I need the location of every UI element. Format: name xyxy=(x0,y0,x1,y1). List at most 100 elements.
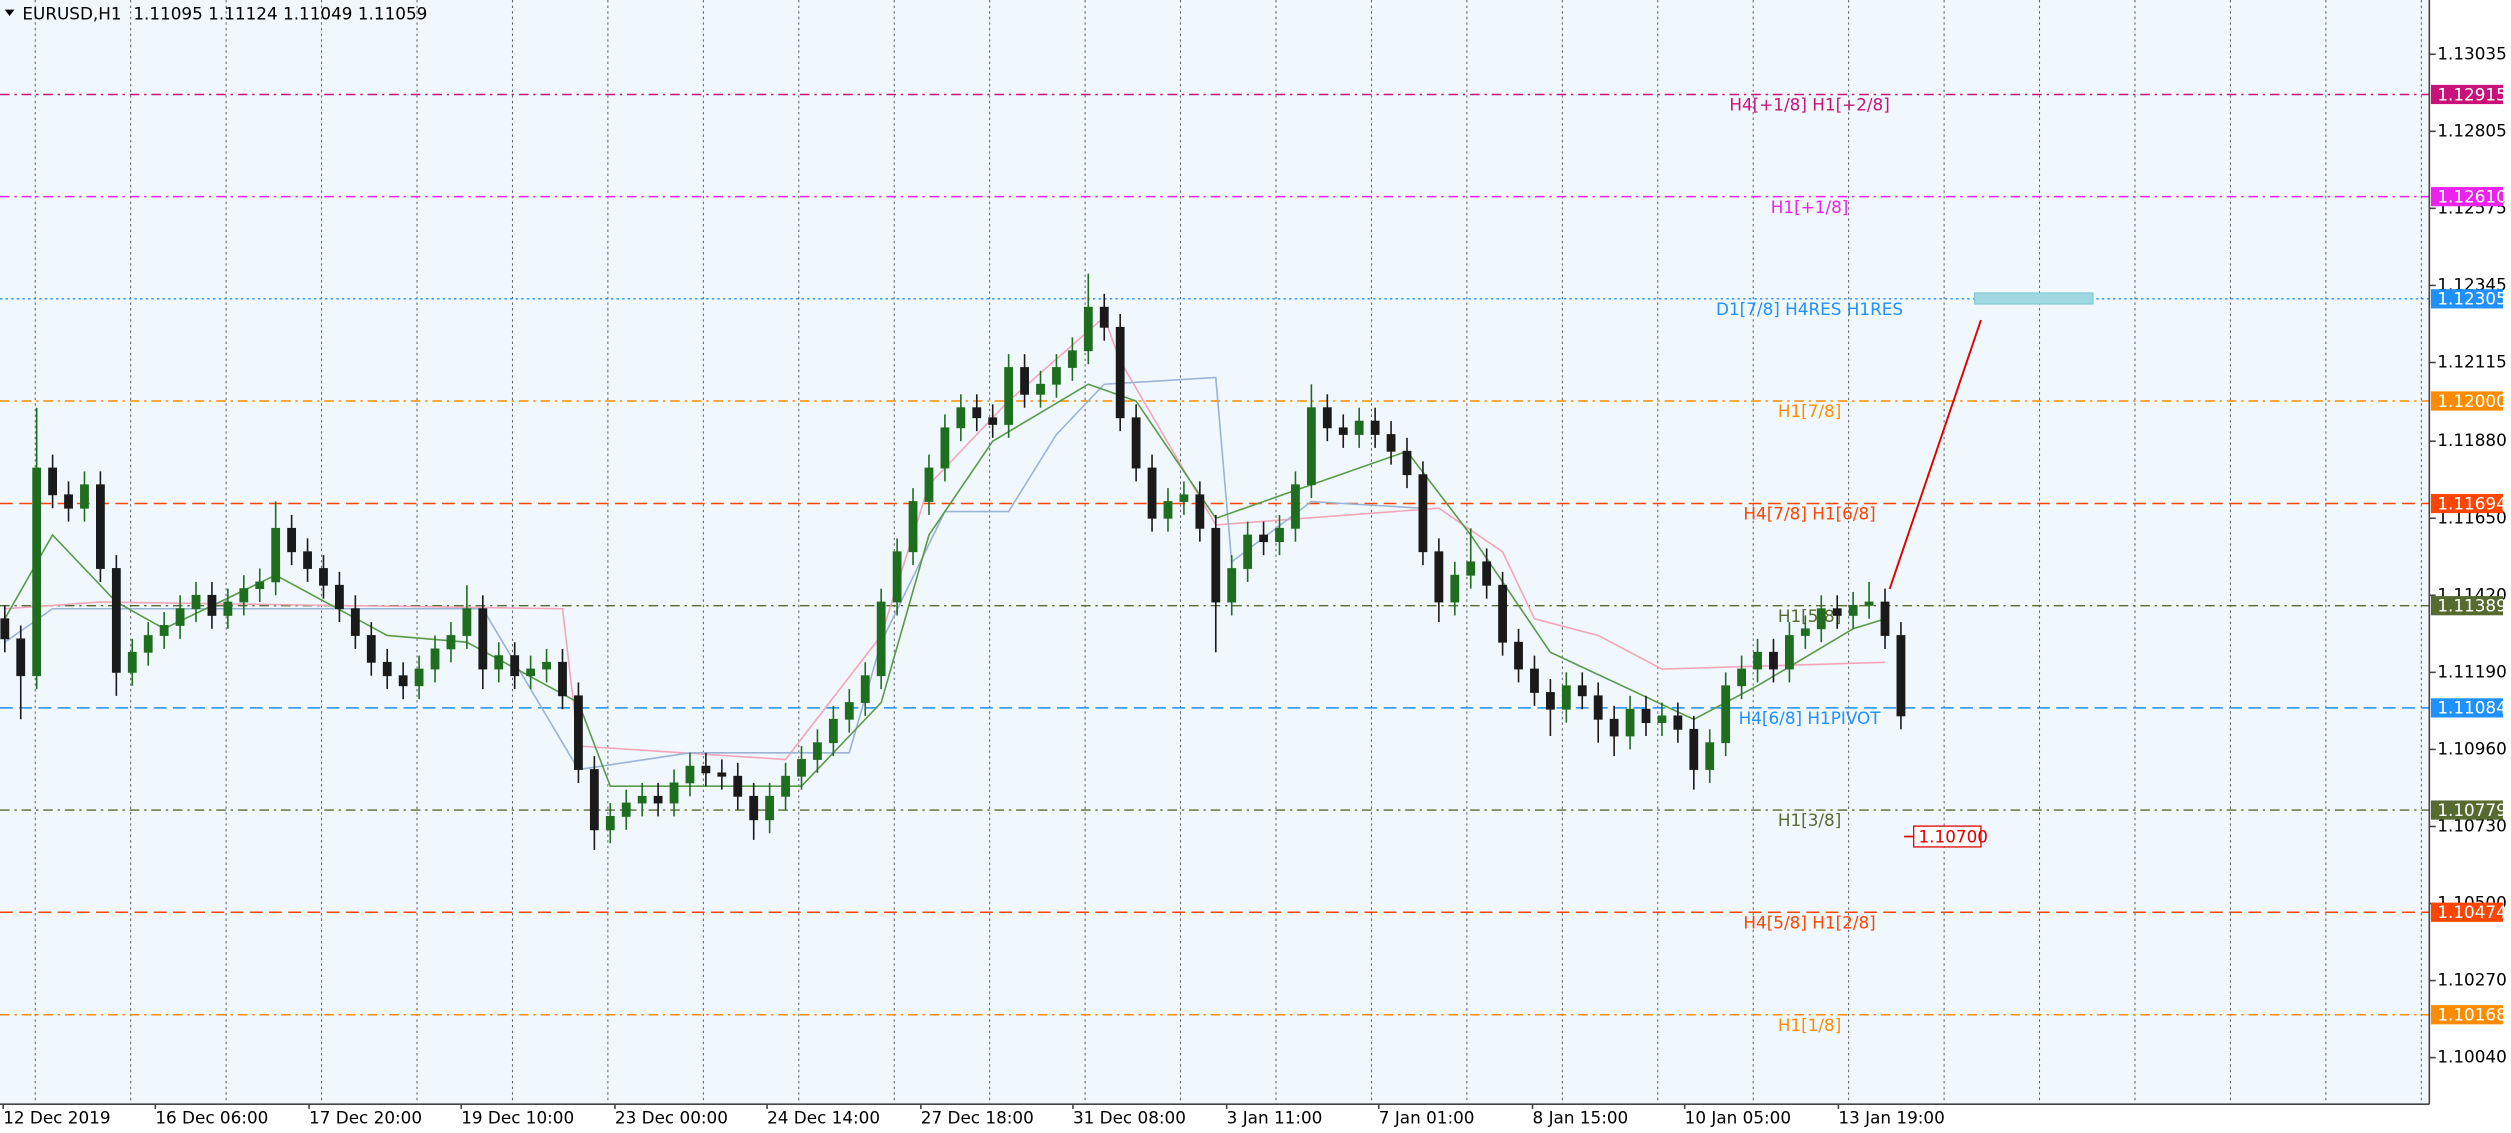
price-box-label: 1.10779 xyxy=(2437,800,2506,820)
price-box-label: 1.12915 xyxy=(2437,84,2506,104)
x-tick-label: 8 Jan 15:00 xyxy=(1533,1108,1629,1128)
header: EURUSD,H1 1.11095 1.11124 1.11049 1.1105… xyxy=(22,3,427,23)
current-price-box xyxy=(1913,825,1982,848)
candle-body xyxy=(1418,474,1428,553)
price-box xyxy=(2430,800,2503,820)
price-box-label: 1.11084 xyxy=(2437,698,2506,718)
candle-body xyxy=(207,594,217,616)
candle-body xyxy=(255,581,265,590)
price-box xyxy=(2430,902,2503,922)
candle-body xyxy=(80,484,89,509)
candle-body xyxy=(1657,715,1667,724)
candle-body xyxy=(860,675,870,703)
candle-body xyxy=(1386,434,1396,452)
level-label: H4[7/8] H1[6/8] xyxy=(1743,504,1875,524)
candle-body xyxy=(271,527,281,583)
candle-body xyxy=(924,467,934,502)
y-tick-label: 1.10960 xyxy=(2437,738,2506,758)
candle-body xyxy=(32,467,42,677)
candle-body xyxy=(813,742,822,760)
candle-body xyxy=(1498,584,1508,643)
candle-body xyxy=(1880,601,1890,636)
candle-body xyxy=(701,765,711,774)
candle-body xyxy=(797,759,806,777)
high-value: 1.11124 xyxy=(208,3,277,23)
candle-body xyxy=(558,661,567,697)
candle-body xyxy=(1848,604,1858,616)
candle-body xyxy=(1036,383,1045,395)
candle-body xyxy=(1163,501,1173,519)
candle-body xyxy=(1737,668,1747,687)
candle-body xyxy=(303,551,312,569)
candle-body xyxy=(96,484,105,569)
level-label: H4[5/8] H1[2/8] xyxy=(1743,912,1875,932)
time-grid xyxy=(34,0,2422,1105)
candle-body xyxy=(1370,420,1380,435)
candle-body xyxy=(972,407,982,419)
candle-body xyxy=(1641,708,1651,724)
candle-body xyxy=(844,702,854,720)
current-price-label: 1.10700 xyxy=(1918,826,1987,846)
candle-body xyxy=(1625,708,1635,737)
candle-body xyxy=(1083,306,1093,352)
candle-body xyxy=(0,618,10,640)
candle-body xyxy=(1259,534,1268,543)
candle-body xyxy=(828,718,838,744)
candle-body xyxy=(175,608,185,626)
level-label: H4[6/8] H1PIVOT xyxy=(1739,708,1882,728)
candle-body xyxy=(1004,367,1014,425)
candle-body xyxy=(669,782,679,804)
candle-body xyxy=(1482,561,1492,586)
candle-body xyxy=(1322,407,1332,429)
x-tick-label: 17 Dec 20:00 xyxy=(309,1108,422,1128)
level-label: H1[3/8] xyxy=(1778,810,1841,830)
x-tick-label: 10 Jan 05:00 xyxy=(1685,1108,1791,1128)
candle-body xyxy=(335,584,344,610)
candle-body xyxy=(1306,407,1316,486)
menu-arrow[interactable] xyxy=(4,9,15,17)
candle-body xyxy=(1195,494,1205,529)
candle-body xyxy=(159,625,169,636)
candle-body xyxy=(494,655,504,670)
price-box-label: 1.10168 xyxy=(2437,1005,2506,1025)
x-tick-label: 27 Dec 18:00 xyxy=(921,1108,1034,1128)
candle-body xyxy=(589,769,599,831)
y-tick-label: 1.10040 xyxy=(2437,1047,2506,1067)
price-box xyxy=(2430,698,2503,718)
candle-body xyxy=(1800,628,1810,636)
price-box xyxy=(2430,289,2503,309)
candle-body xyxy=(1530,668,1539,693)
y-tick-label: 1.10730 xyxy=(2437,815,2506,835)
y-tick-label: 1.12115 xyxy=(2437,351,2506,371)
candle-body xyxy=(1434,551,1444,603)
close-value: 1.11059 xyxy=(358,3,427,23)
levels: H4[+1/8] H1[+2/8] H1[+1/8] D1[7/8] H4RES H… xyxy=(0,93,2430,1035)
candle-body xyxy=(1131,417,1141,469)
candle-body xyxy=(781,775,790,797)
candle-body xyxy=(1067,350,1077,368)
price-box xyxy=(2430,596,2503,616)
candle-body xyxy=(1115,326,1125,419)
candle-body xyxy=(765,795,775,821)
axes: 12 Dec 2019 16 Dec 06:00 17 Dec 20:00 19 De… xyxy=(2,43,2507,1128)
candle-body xyxy=(605,816,615,831)
x-tick-label: 19 Dec 10:00 xyxy=(461,1108,574,1128)
candle-body xyxy=(1020,367,1029,395)
candle-body xyxy=(111,568,121,673)
candle-body xyxy=(414,668,424,687)
price-box xyxy=(2430,391,2503,411)
candle-body xyxy=(956,407,966,429)
candle-body xyxy=(733,775,743,797)
candle-body xyxy=(908,501,918,553)
zone-box xyxy=(1974,292,2094,305)
candle-body xyxy=(1450,574,1460,603)
price-box-label: 1.10474 xyxy=(2437,902,2506,922)
y-tick-label: 1.13035 xyxy=(2437,43,2506,63)
x-tick-label: 23 Dec 00:00 xyxy=(615,1108,728,1128)
candle-body xyxy=(892,551,902,603)
candle-body xyxy=(1291,484,1300,529)
x-tick-label: 3 Jan 11:00 xyxy=(1227,1108,1323,1128)
candle-body xyxy=(16,638,26,677)
